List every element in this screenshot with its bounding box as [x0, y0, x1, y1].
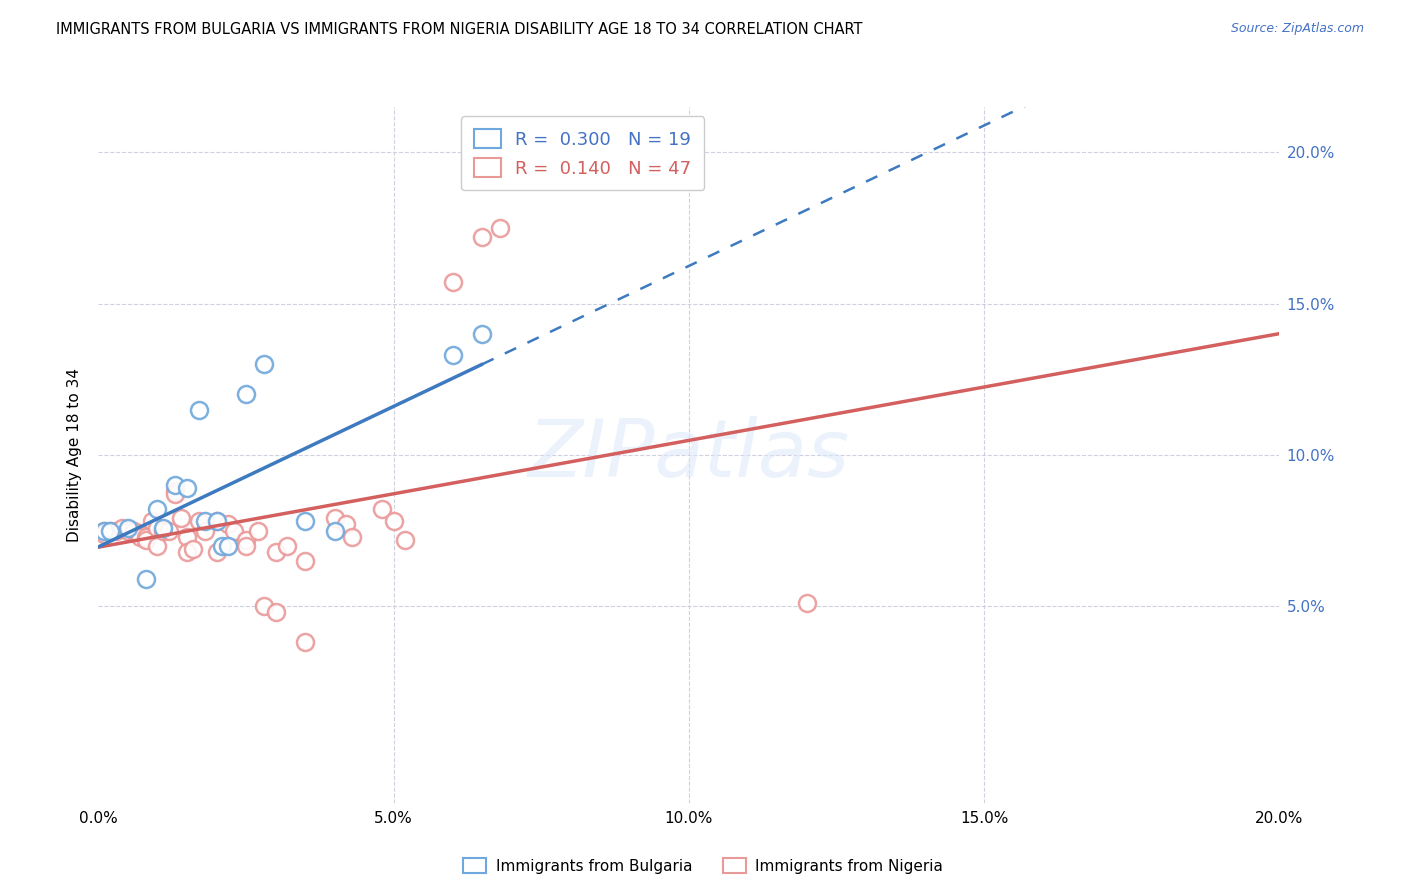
Point: [294, 515, 316, 529]
Point: [235, 387, 257, 401]
Y-axis label: Disability Age 18 to 34: Disability Age 18 to 34: [67, 368, 83, 542]
Point: [152, 520, 174, 534]
Point: [294, 554, 316, 568]
Point: [165, 484, 187, 499]
Point: [157, 524, 180, 538]
Point: [135, 572, 157, 586]
Point: [471, 326, 494, 341]
Point: [253, 599, 276, 614]
Point: [224, 524, 246, 538]
Text: Source: ZipAtlas.com: Source: ZipAtlas.com: [1230, 22, 1364, 36]
Point: [441, 348, 464, 362]
Point: [323, 511, 346, 525]
Point: [98, 524, 121, 538]
Point: [323, 524, 346, 538]
Point: [394, 533, 416, 547]
Point: [117, 520, 139, 534]
Point: [205, 515, 228, 529]
Point: [141, 515, 163, 529]
Point: [796, 596, 818, 610]
Point: [371, 502, 394, 516]
Point: [122, 524, 145, 538]
Point: [165, 487, 187, 501]
Point: [211, 539, 233, 553]
Point: [111, 520, 134, 534]
Legend: Immigrants from Bulgaria, Immigrants from Nigeria: Immigrants from Bulgaria, Immigrants fro…: [457, 852, 949, 880]
Point: [489, 221, 512, 235]
Point: [181, 541, 204, 556]
Point: [146, 502, 169, 516]
Point: [117, 524, 139, 538]
Text: ZIPatlas: ZIPatlas: [527, 416, 851, 494]
Point: [187, 402, 209, 417]
Point: [93, 524, 115, 538]
Point: [471, 230, 494, 244]
Point: [205, 545, 228, 559]
Point: [294, 635, 316, 649]
Point: [217, 517, 239, 532]
Point: [93, 526, 115, 541]
Point: [264, 605, 287, 619]
Point: [146, 539, 169, 553]
Point: [205, 515, 228, 529]
Point: [135, 530, 157, 544]
Point: [146, 520, 169, 534]
Point: [253, 357, 276, 371]
Point: [152, 524, 174, 538]
Point: [264, 545, 287, 559]
Point: [105, 524, 128, 538]
Point: [165, 478, 187, 492]
Point: [342, 530, 364, 544]
Point: [187, 515, 209, 529]
Point: [217, 539, 239, 553]
Text: IMMIGRANTS FROM BULGARIA VS IMMIGRANTS FROM NIGERIA DISABILITY AGE 18 TO 34 CORR: IMMIGRANTS FROM BULGARIA VS IMMIGRANTS F…: [56, 22, 863, 37]
Point: [176, 530, 198, 544]
Point: [235, 533, 257, 547]
Point: [382, 515, 405, 529]
Point: [276, 539, 298, 553]
Legend: R =  0.300   N = 19, R =  0.140   N = 47: R = 0.300 N = 19, R = 0.140 N = 47: [461, 116, 704, 190]
Point: [98, 524, 121, 538]
Point: [176, 545, 198, 559]
Point: [135, 533, 157, 547]
Point: [128, 530, 150, 544]
Point: [335, 517, 357, 532]
Point: [128, 526, 150, 541]
Point: [194, 524, 217, 538]
Point: [170, 511, 193, 525]
Point: [93, 524, 115, 538]
Point: [194, 515, 217, 529]
Point: [235, 539, 257, 553]
Point: [176, 481, 198, 495]
Point: [246, 524, 269, 538]
Point: [441, 276, 464, 290]
